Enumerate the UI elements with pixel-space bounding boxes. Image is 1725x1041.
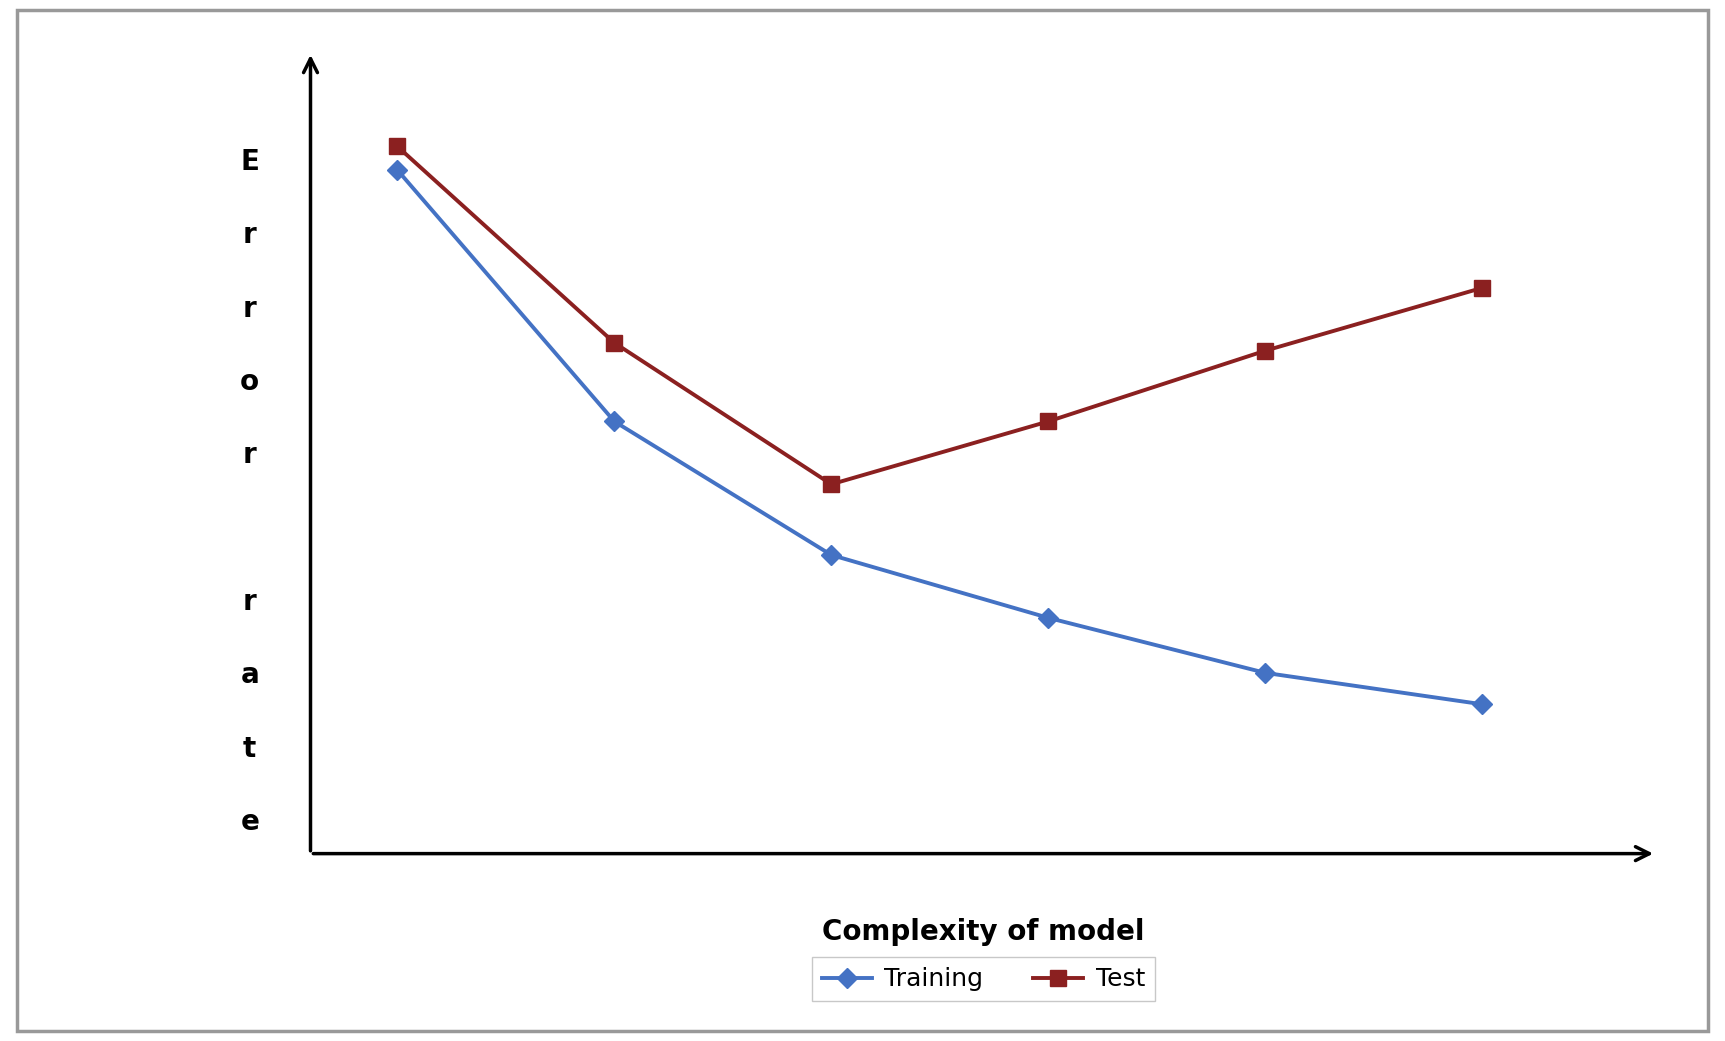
Text: e: e xyxy=(240,808,259,836)
Text: E: E xyxy=(240,148,259,176)
Text: t: t xyxy=(243,735,257,763)
Legend: Training, Test: Training, Test xyxy=(811,958,1156,1001)
Text: a: a xyxy=(240,661,259,689)
Text: o: o xyxy=(240,369,259,397)
Text: r: r xyxy=(243,295,257,323)
Text: Complexity of model: Complexity of model xyxy=(823,918,1144,946)
Text: r: r xyxy=(243,588,257,616)
Text: r: r xyxy=(243,222,257,250)
Text: r: r xyxy=(243,441,257,469)
